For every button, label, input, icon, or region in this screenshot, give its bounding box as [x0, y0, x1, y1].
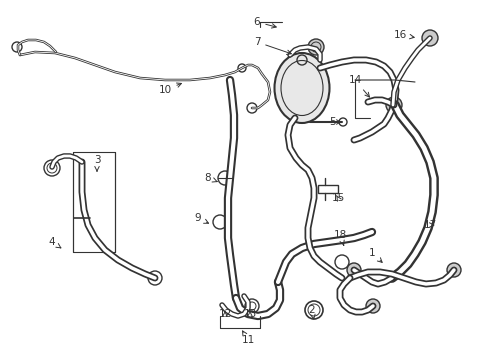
Text: 12: 12: [219, 309, 232, 319]
Text: 17: 17: [423, 220, 437, 230]
Text: 8: 8: [205, 173, 217, 183]
Bar: [73, 152, 115, 252]
Text: 6: 6: [254, 17, 276, 28]
Ellipse shape: [274, 53, 329, 123]
Circle shape: [347, 263, 361, 277]
Text: 16: 16: [393, 30, 414, 40]
Text: 5: 5: [329, 117, 341, 127]
Circle shape: [366, 299, 380, 313]
Text: 15: 15: [331, 193, 344, 203]
Circle shape: [447, 263, 461, 277]
Text: 3: 3: [94, 155, 100, 171]
Text: 9: 9: [195, 213, 209, 223]
Circle shape: [422, 30, 438, 46]
Text: 13: 13: [244, 309, 257, 319]
Text: 4: 4: [49, 237, 61, 248]
Text: 10: 10: [158, 83, 181, 95]
Circle shape: [308, 39, 324, 55]
Text: 11: 11: [242, 331, 255, 345]
Text: 1: 1: [368, 248, 382, 262]
Text: 2: 2: [309, 305, 315, 319]
Text: 7: 7: [254, 37, 292, 54]
Bar: [318, 185, 338, 193]
Circle shape: [386, 97, 402, 113]
Text: 18: 18: [333, 230, 346, 246]
Text: 14: 14: [348, 75, 369, 97]
